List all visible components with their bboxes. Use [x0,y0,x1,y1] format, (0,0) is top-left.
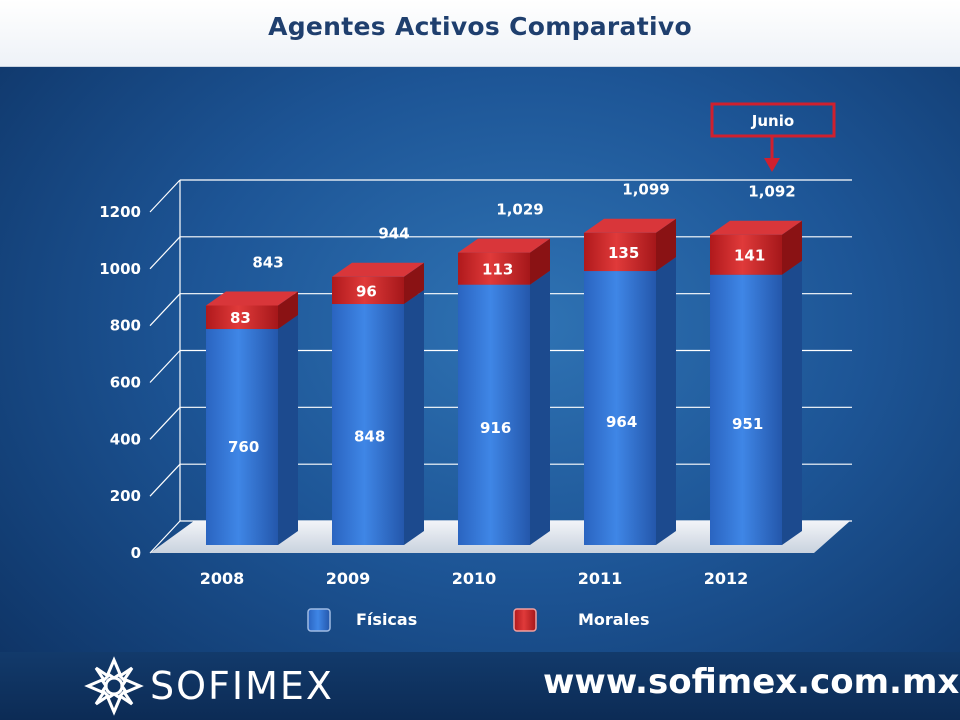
bar-morales [206,305,278,330]
legend-label: Morales [578,610,649,629]
value-label-morales: 135 [608,244,639,262]
bar-side-morales [782,220,802,275]
y-tick-label: 400 [110,430,141,448]
bar-morales [710,234,782,275]
total-label: 1,029 [496,201,543,219]
value-label-fisicas: 760 [228,438,259,456]
bar-fisicas [332,304,404,545]
y-tick-label: 1200 [99,203,141,221]
grid-diag [149,236,181,270]
logo-wordmark: SOFIMEX [150,664,334,708]
value-label-fisicas: 951 [732,415,763,433]
total-label: 1,092 [748,183,795,201]
page-title: Agentes Activos Comparativo [268,12,692,41]
y-tick-label: 0 [131,544,141,562]
bar-morales [458,252,530,285]
grid-diag [149,520,181,554]
sofimex-logo-icon [84,656,144,716]
y-tick-label: 800 [110,317,141,335]
value-label-fisicas: 964 [606,413,637,431]
title-bar: Agentes Activos Comparativo [0,0,960,67]
footer: SOFIMEX www.sofimex.com.mx [0,652,960,720]
labels-layer: 760 83 843 2008 848 96 944 2009 916 113 1,029 2010 9… [200,181,796,588]
bar-side-fisicas [530,270,550,545]
bar-top [206,291,298,306]
y-tick-label: 1000 [99,260,141,278]
x-tick-label: 2008 [200,569,245,588]
bar-top [332,262,424,277]
x-tick-label: 2012 [704,569,749,588]
total-label: 944 [378,225,409,243]
bar-fisicas [206,329,278,545]
bar-fisicas [584,271,656,545]
y-tick-label: 600 [110,374,141,392]
grid-diag [149,406,181,440]
bar-morales [584,232,656,272]
value-label-fisicas: 916 [480,419,511,437]
junio-annotation: Junio [710,102,836,172]
bar-top [584,218,676,233]
y-tick-label: 200 [110,487,141,505]
bar-side-morales [404,262,424,305]
legend-label: Físicas [356,610,417,629]
bar-side-fisicas [404,290,424,545]
bar-side-fisicas [782,260,802,545]
total-label: 1,099 [622,181,669,199]
chart-legend: Físicas Morales [307,608,649,632]
junio-label: Junio [751,112,794,130]
website-link[interactable]: www.sofimex.com.mx [543,662,960,702]
stacked-bar-chart: 0 200 400 600 800 1000 1200 760 83 843 2008 848 96 9… [99,102,852,632]
bar-fisicas [710,274,782,545]
value-label-morales: 141 [734,247,765,265]
total-label: 843 [252,253,283,271]
bar-side-fisicas [656,257,676,545]
legend-swatch [307,608,331,632]
bar-side-morales [656,218,676,272]
bar-top [458,238,550,253]
value-label-morales: 83 [230,309,251,327]
grid-diag [149,179,181,213]
value-label-morales: 113 [482,261,513,279]
bar-side-fisicas [278,315,298,545]
junio-arrow-head [764,158,780,172]
x-tick-label: 2009 [326,569,371,588]
bar-side-morales [530,238,550,285]
x-tick-label: 2010 [452,569,497,588]
value-label-fisicas: 848 [354,427,385,445]
grid-diag [149,463,181,497]
bar-morales [332,276,404,305]
grid-diag [149,350,181,383]
bar-fisicas [458,284,530,545]
bars-layer [206,218,802,545]
value-label-morales: 96 [356,282,377,300]
legend-swatch [513,608,537,632]
x-tick-label: 2011 [578,569,623,588]
bar-top [710,220,802,235]
grid-diag [149,293,181,327]
bar-side-morales [278,291,298,330]
